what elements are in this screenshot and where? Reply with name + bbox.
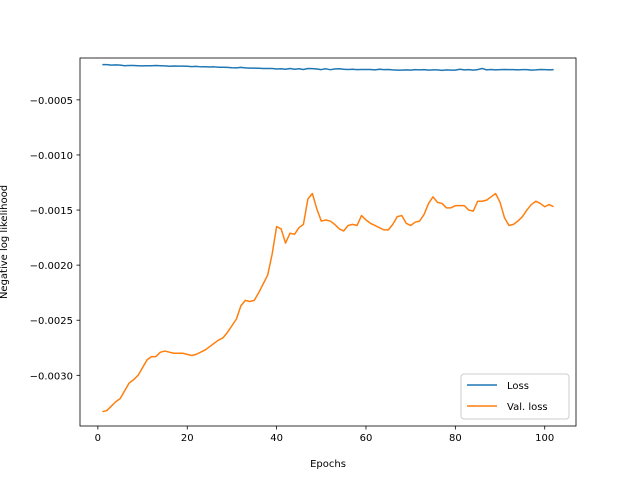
x-axis-label: Epochs: [310, 459, 346, 470]
y-axis-label: Negative log likelihood: [0, 185, 10, 299]
y-tick-label: −0.0010: [30, 151, 73, 162]
x-tick-label: 60: [360, 433, 373, 444]
y-tick-label: −0.0025: [30, 316, 73, 327]
plot-frame: [79, 57, 577, 427]
y-axis: −0.0005 −0.0010 −0.0015 −0.0020 −0.0025 −0.00…: [30, 96, 80, 382]
x-tick-label: 80: [449, 433, 462, 444]
legend: Loss Val. loss: [460, 373, 570, 420]
x-axis: 0 20 40 60 80 100: [95, 426, 554, 444]
x-tick-label: 40: [270, 433, 283, 444]
x-tick-label: 20: [181, 433, 194, 444]
series-layer: [102, 63, 554, 413]
x-tick-label: 0: [95, 433, 101, 444]
y-tick-label: −0.0030: [30, 371, 73, 382]
series-line-0: [102, 63, 554, 72]
y-tick-label: −0.0015: [30, 206, 73, 217]
y-tick-label: −0.0020: [30, 261, 73, 272]
series-line-1: [102, 192, 554, 413]
legend-label-val-loss: Val. loss: [507, 402, 548, 413]
x-tick-label: 100: [535, 433, 554, 444]
y-tick-label: −0.0005: [30, 96, 73, 107]
legend-label-loss: Loss: [507, 381, 529, 392]
